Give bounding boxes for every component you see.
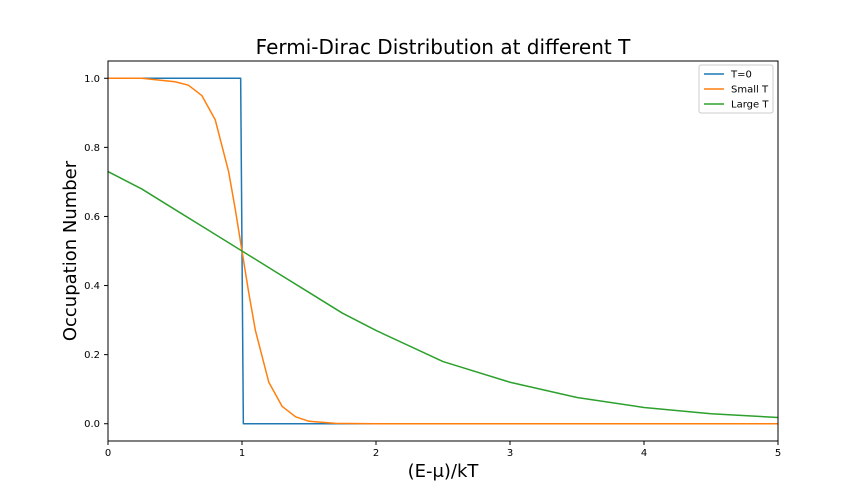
y-tick-label: 0.4 bbox=[84, 281, 100, 292]
y-tick-label: 0.8 bbox=[84, 143, 100, 154]
legend-label: Small T bbox=[731, 85, 769, 96]
chart-title: Fermi-Dirac Distribution at different T bbox=[256, 35, 631, 59]
x-axis-ticks: 0 1 2 3 4 5 bbox=[105, 441, 781, 459]
legend-box bbox=[698, 64, 774, 114]
series-line-small-t bbox=[108, 77, 778, 425]
x-tick-label: 3 bbox=[507, 448, 513, 459]
y-axis-label: Occupation Number bbox=[60, 160, 81, 341]
axes-frame bbox=[107, 60, 779, 442]
legend-label: Large T bbox=[731, 100, 769, 111]
x-tick-label: 4 bbox=[641, 448, 647, 459]
plot-area: 0 1 2 3 4 5 0.0 0.2 0.4 0.6 0.8 1.0 bbox=[84, 60, 781, 459]
y-tick-label: 0.2 bbox=[84, 350, 100, 361]
x-tick-label: 1 bbox=[239, 448, 245, 459]
legend: T=0 Small T Large T bbox=[698, 64, 774, 114]
y-tick-label: 0.6 bbox=[84, 212, 100, 223]
x-tick-label: 0 bbox=[105, 448, 111, 459]
y-tick-label: 0.0 bbox=[84, 419, 100, 430]
y-tick-label: 1.0 bbox=[84, 74, 100, 85]
y-axis-ticks: 0.0 0.2 0.4 0.6 0.8 1.0 bbox=[84, 74, 108, 430]
series-line-large-t bbox=[107, 170, 779, 419]
x-tick-label: 5 bbox=[775, 448, 781, 459]
legend-label: T=0 bbox=[730, 70, 752, 81]
x-tick-label: 2 bbox=[373, 448, 379, 459]
series-layer bbox=[107, 77, 779, 425]
x-axis-label: (E-μ)/kT bbox=[408, 461, 480, 482]
